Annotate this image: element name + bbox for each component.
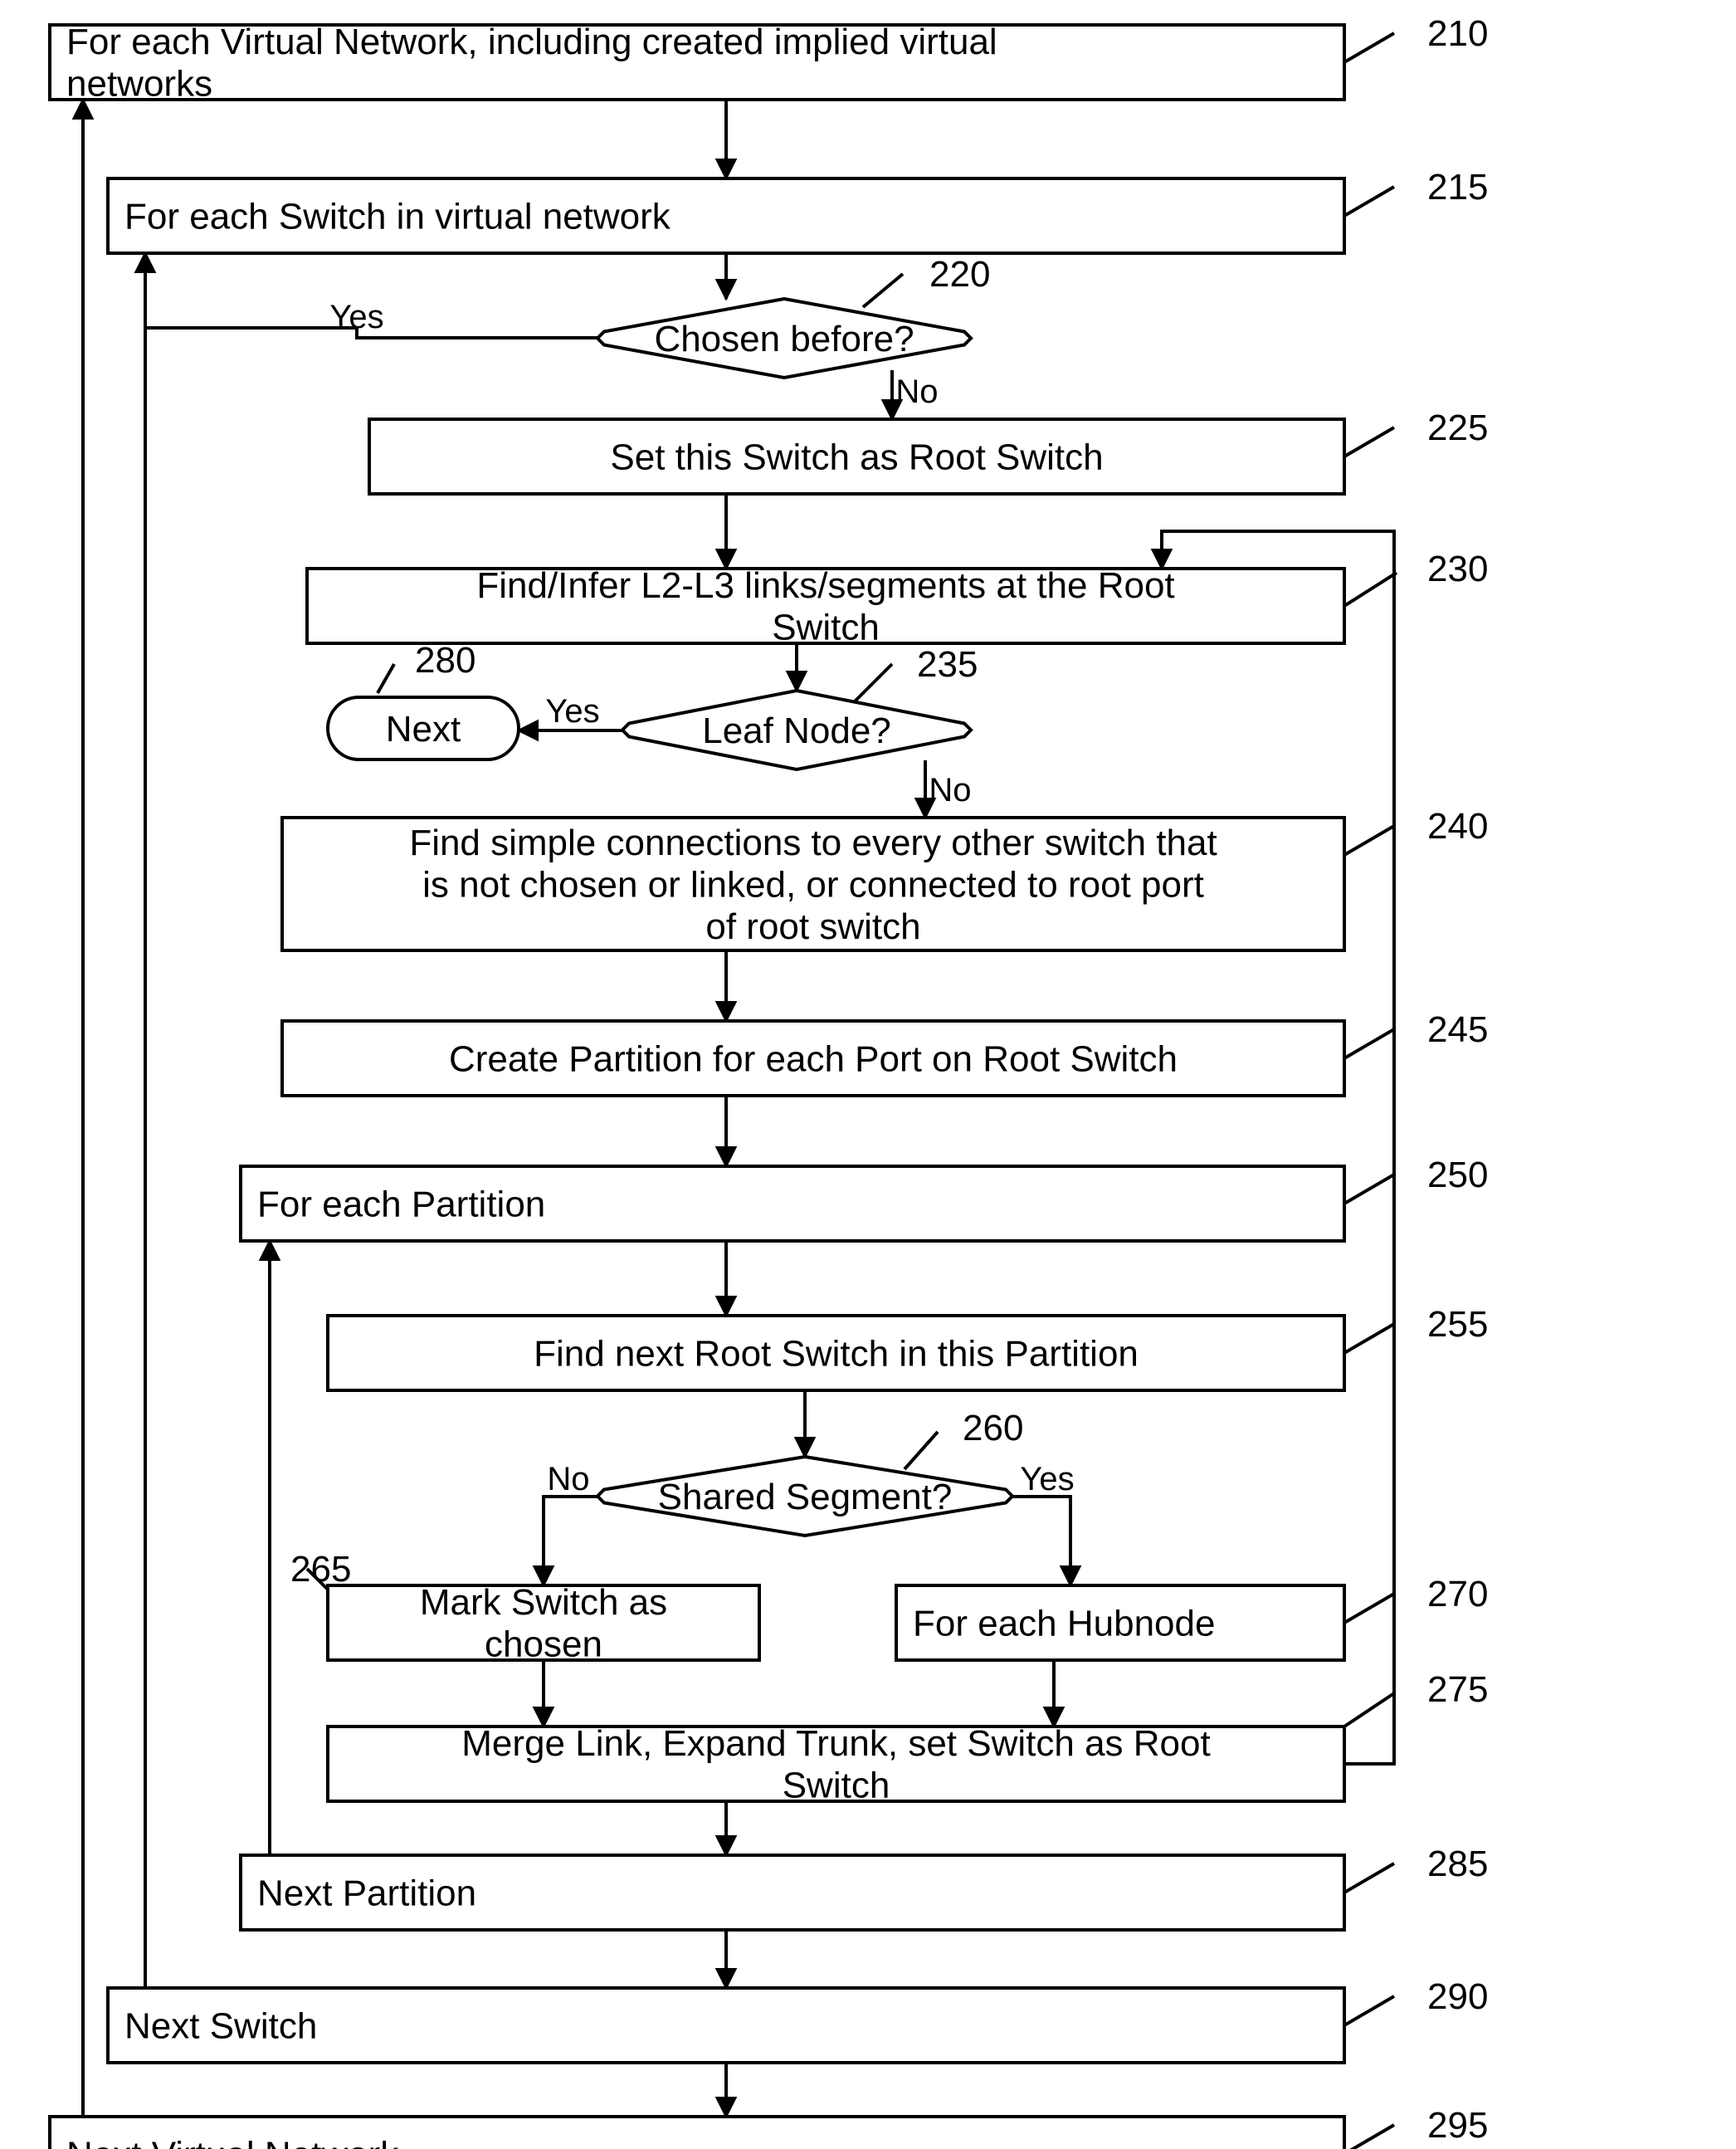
node-n270: For each Hubnode (896, 1585, 1344, 1660)
edge-label-e8: No (929, 772, 971, 808)
node-n285: Next Partition (241, 1855, 1344, 1930)
n235-label: Leaf Node? (702, 711, 891, 751)
node-n225: Set this Switch as Root Switch (369, 419, 1344, 494)
n245-ref: 245 (1427, 1009, 1488, 1050)
n270-label: For each Hubnode (913, 1603, 1215, 1643)
n215-ref: 215 (1427, 167, 1488, 208)
node-n215: For each Switch in virtual network (108, 178, 1344, 253)
n220-ref: 220 (929, 254, 990, 295)
n240-ref: 240 (1427, 806, 1488, 847)
node-n255: Find next Root Switch in this Partition (328, 1316, 1344, 1390)
edge-e23 (50, 100, 83, 2149)
n250-label: For each Partition (257, 1184, 545, 1224)
edge-label-e4: No (895, 374, 938, 410)
n270-ref: 270 (1427, 1574, 1488, 1614)
node-n280: Next (328, 697, 519, 759)
n290-ref: 290 (1427, 1976, 1488, 2017)
edge-label-e3: Yes (329, 299, 383, 335)
n265-ref: 265 (290, 1549, 351, 1590)
n225-ref: 225 (1427, 408, 1488, 448)
n245-label: Create Partition for each Port on Root S… (449, 1038, 1178, 1079)
n215-label: For each Switch in virtual network (124, 196, 671, 237)
edge-label-e13: No (547, 1461, 589, 1497)
node-n210: For each Virtual Network, including crea… (50, 22, 1344, 105)
n220-label: Chosen before? (654, 319, 914, 359)
edge-e14 (1012, 1497, 1070, 1585)
n280-label: Next (386, 709, 461, 750)
n255-label: Find next Root Switch in this Partition (534, 1333, 1139, 1374)
n210-ref: 210 (1427, 13, 1488, 54)
n280-ref: 280 (415, 640, 475, 681)
n250-ref: 250 (1427, 1155, 1488, 1195)
node-n295: Next Virtual Network (50, 2117, 1344, 2149)
n260-ref: 260 (963, 1408, 1023, 1448)
n225-label: Set this Switch as Root Switch (610, 437, 1103, 477)
edge-e13 (544, 1497, 597, 1585)
node-n250: For each Partition (241, 1166, 1344, 1241)
node-n265: Mark Switch aschosen (328, 1582, 759, 1665)
n285-ref: 285 (1427, 1844, 1488, 1884)
n285-label: Next Partition (257, 1873, 476, 1913)
edge-e19 (241, 1241, 270, 1893)
n295-label: Next Virtual Network (66, 2134, 399, 2149)
edge-label-e7: Yes (545, 693, 599, 730)
node-n260: Shared Segment? (597, 1457, 1012, 1536)
n230-ref: 230 (1427, 549, 1488, 589)
edge-e21 (108, 253, 145, 2025)
node-n290: Next Switch (108, 1988, 1344, 2063)
n275-ref: 275 (1427, 1669, 1488, 1710)
edge-e17 (1162, 531, 1394, 1764)
node-n220: Chosen before? (597, 299, 971, 378)
node-n235: Leaf Node? (622, 691, 971, 769)
n295-ref: 295 (1427, 2105, 1488, 2146)
n290-label: Next Switch (124, 2005, 317, 2046)
node-n230: Find/Infer L2-L3 links/segments at the R… (307, 565, 1344, 648)
edge-label-e14: Yes (1020, 1461, 1074, 1497)
n260-label: Shared Segment? (658, 1477, 953, 1517)
n255-ref: 255 (1427, 1304, 1488, 1345)
node-n240: Find simple connections to every other s… (282, 818, 1344, 950)
node-n275: Merge Link, Expand Trunk, set Switch as … (328, 1723, 1344, 1806)
node-n245: Create Partition for each Port on Root S… (282, 1021, 1344, 1096)
n235-ref: 235 (917, 644, 978, 685)
